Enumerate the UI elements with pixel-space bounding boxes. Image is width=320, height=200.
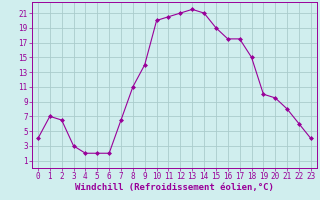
X-axis label: Windchill (Refroidissement éolien,°C): Windchill (Refroidissement éolien,°C) [75, 183, 274, 192]
